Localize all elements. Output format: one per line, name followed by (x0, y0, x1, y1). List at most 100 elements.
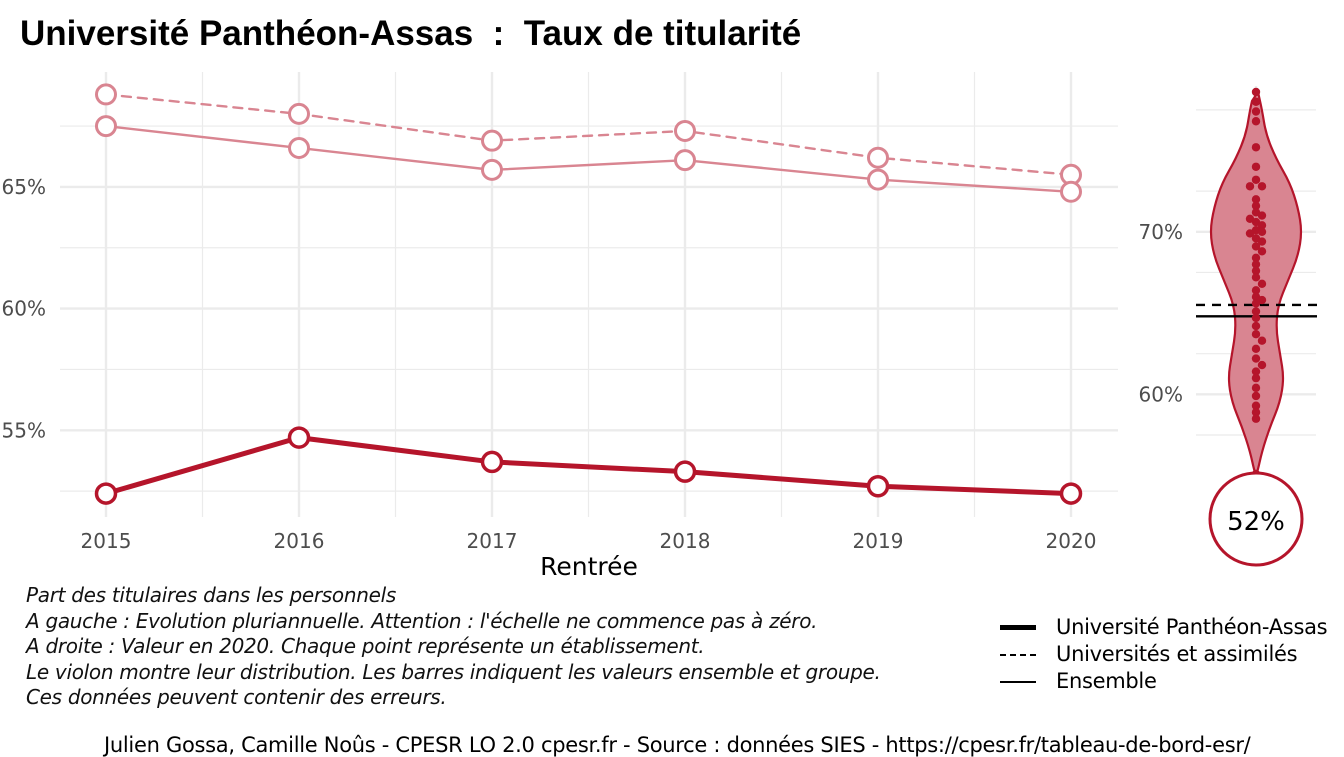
x-tick-label: 2017 (467, 529, 518, 553)
data-point (866, 475, 890, 498)
establishment-point (1251, 273, 1261, 282)
establishment-point (1257, 211, 1267, 220)
data-point (95, 115, 117, 138)
x-tick-label: 2015 (81, 529, 132, 553)
y-tick-label: 60% (2, 297, 46, 321)
data-point (674, 119, 696, 142)
establishment-point (1257, 295, 1267, 305)
series-line (103, 435, 1074, 497)
establishment-point (1257, 360, 1267, 370)
establishment-point (1251, 469, 1261, 479)
series-universit-panth-on-assas (94, 426, 1083, 505)
establishment-point (1251, 260, 1261, 269)
establishment-point (1257, 336, 1267, 345)
data-point (481, 129, 503, 152)
establishment-point (1251, 97, 1261, 106)
legend-label: Ensemble (1056, 669, 1157, 693)
establishment-point (1257, 237, 1267, 246)
establishment-point (1251, 408, 1261, 417)
data-point (867, 168, 889, 191)
establishment-point (1251, 367, 1261, 376)
x-tick-label: 2019 (853, 529, 904, 553)
establishment-point (1257, 221, 1267, 230)
data-point (867, 146, 889, 169)
legend-label: Université Panthéon-Assas (1056, 615, 1328, 639)
establishment-point (1245, 214, 1255, 223)
y-tick-label: 70% (1139, 220, 1183, 244)
series-ensemble (95, 115, 1082, 203)
establishment-point (1251, 234, 1261, 243)
caption-line: Le violon montre leur distribution. Les … (26, 659, 881, 684)
establishment-point (1251, 401, 1261, 410)
establishment-point (1251, 175, 1261, 184)
data-point (288, 102, 310, 125)
establishment-point (1251, 107, 1261, 116)
data-point (673, 460, 697, 483)
establishment-point (1251, 87, 1261, 97)
establishment-point (1251, 162, 1261, 171)
footer-source: Julien Gossa, Camille Noûs - CPESR LO 2.… (104, 733, 1251, 757)
establishment-point (1251, 299, 1261, 308)
data-point (95, 83, 117, 106)
legend-key-solid-bold (1000, 625, 1036, 630)
series-line (104, 124, 1073, 193)
legend-label: Universités et assimilés (1056, 642, 1298, 666)
x-tick-label: 2020 (1046, 529, 1097, 553)
main-line-chart: 55% 60% 65% 2015 2016 2017 2018 2019 2020 Rentrée (2, 72, 1118, 581)
legend-key-dashed (1000, 654, 1036, 656)
data-point (1059, 482, 1083, 505)
x-axis-title: Rentrée (540, 552, 638, 581)
establishment-point (1251, 286, 1261, 295)
establishment-point (1251, 307, 1261, 316)
series-line (104, 93, 1073, 176)
establishment-point (1251, 313, 1261, 323)
violin-shape (1209, 90, 1303, 476)
value-label: 52% (1227, 507, 1285, 537)
value-bubble (1208, 471, 1304, 567)
x-tick-label: 2018 (660, 529, 711, 553)
data-point (480, 450, 504, 474)
establishment-point (1251, 373, 1261, 383)
data-point (94, 482, 118, 505)
x-tick-label: 2016 (274, 529, 325, 553)
establishment-point (1251, 391, 1261, 401)
establishment-point (1245, 182, 1255, 191)
establishment-point (1257, 247, 1267, 256)
caption-line: Ces données peuvent contenir des erreurs… (26, 685, 447, 710)
establishment-point (1251, 266, 1261, 276)
establishment-point (1245, 229, 1255, 238)
y-tick-label: 60% (1139, 382, 1183, 406)
caption-line: A gauche : Evolution pluriannuelle. Atte… (26, 608, 818, 633)
establishment-point (1257, 227, 1267, 236)
data-point (481, 158, 503, 181)
establishment-point (1251, 217, 1261, 227)
establishment-point (1251, 195, 1261, 204)
caption-line: Part des titulaires dans les personnels (26, 583, 396, 607)
series-universit-s-et-assimil-s (95, 83, 1082, 186)
data-point (674, 149, 696, 172)
establishment-point (1251, 201, 1261, 210)
establishment-point (1251, 208, 1261, 217)
caption-line: A droite : Valeur en 2020. Chaque point … (26, 634, 705, 659)
establishment-point (1251, 414, 1261, 423)
y-tick-label: 65% (2, 175, 46, 199)
establishment-point (1251, 292, 1261, 302)
legend-key-solid (1000, 681, 1036, 683)
establishment-point (1257, 182, 1267, 191)
chart-title: Université Panthéon-Assas : Taux de titu… (20, 14, 802, 53)
establishment-point (1251, 117, 1261, 126)
establishment-point (1251, 321, 1261, 331)
establishment-point (1251, 344, 1261, 354)
establishment-point (1251, 143, 1261, 152)
establishment-point (1251, 354, 1261, 363)
establishment-point (1251, 253, 1261, 263)
data-point (288, 136, 310, 159)
y-tick-label: 55% (2, 418, 46, 442)
data-point (287, 426, 311, 449)
data-point (1060, 180, 1082, 203)
establishment-point (1257, 279, 1267, 289)
caption: Part des titulaires dans les personnels … (26, 583, 881, 711)
establishment-point (1251, 330, 1261, 339)
establishment-point (1251, 383, 1261, 393)
establishment-point (1251, 225, 1261, 235)
